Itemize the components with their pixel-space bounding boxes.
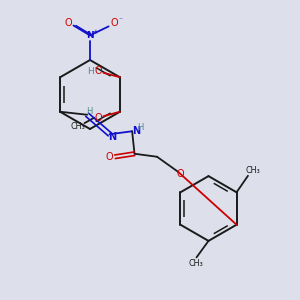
Text: H: H <box>86 106 93 116</box>
Text: O: O <box>94 113 102 123</box>
Text: +: + <box>92 28 98 34</box>
Text: N: N <box>109 132 117 142</box>
Text: H: H <box>87 67 94 76</box>
Text: CH₃: CH₃ <box>245 166 260 175</box>
Text: O: O <box>177 169 184 179</box>
Text: O: O <box>64 17 72 28</box>
Text: CH₃: CH₃ <box>188 259 203 268</box>
Text: N: N <box>132 126 140 136</box>
Text: O: O <box>94 66 102 76</box>
Text: ⁻: ⁻ <box>118 15 122 24</box>
Text: CH₃: CH₃ <box>70 122 85 131</box>
Text: O: O <box>106 152 113 162</box>
Text: H: H <box>137 122 144 131</box>
Text: N: N <box>86 31 94 40</box>
Text: O: O <box>110 18 118 28</box>
